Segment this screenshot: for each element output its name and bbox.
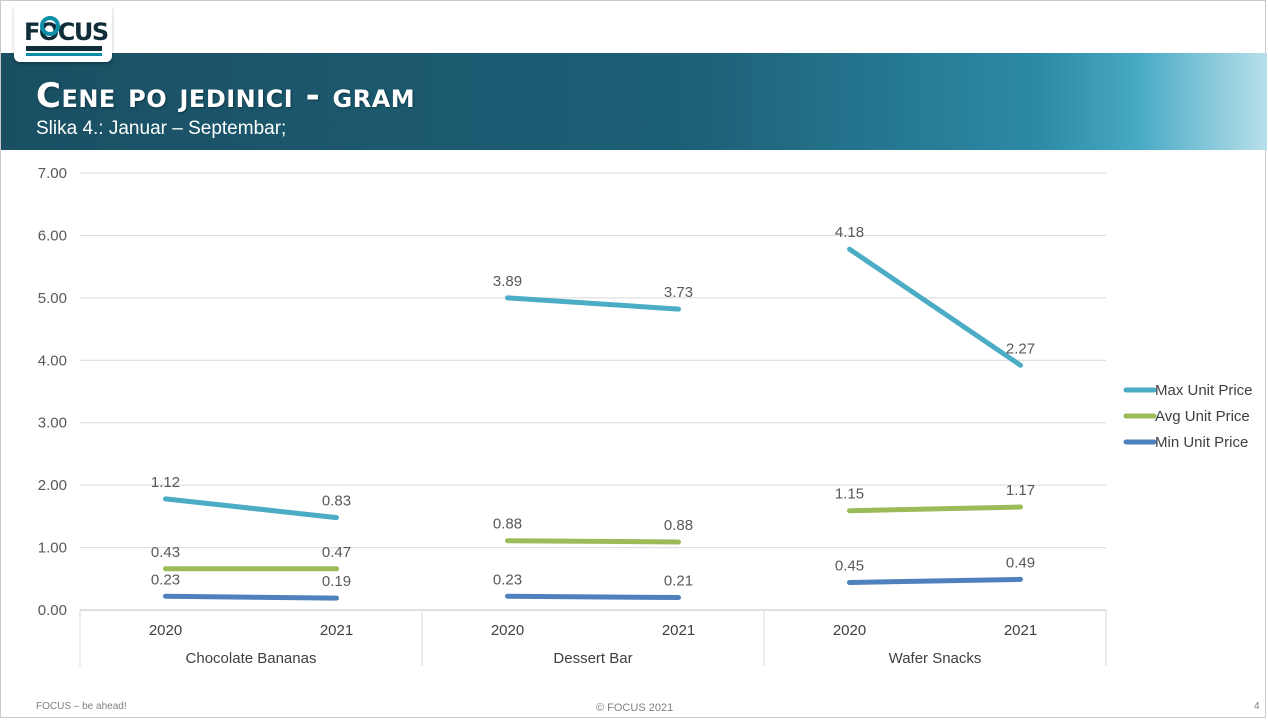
logo-magnifier-icon: [40, 16, 60, 36]
series-line-2: [505, 593, 681, 601]
x-tick-label: 2021: [1004, 622, 1037, 639]
data-label: 0.21: [664, 573, 693, 590]
x-tick-label: 2021: [320, 622, 353, 639]
data-label: 0.23: [493, 571, 522, 588]
unit-price-chart: 0.00 1.00 2.00 3.00 4.00 5.00 6.00 7.00 2020 2021…: [38, 165, 1253, 667]
series-line-1: [505, 538, 681, 545]
data-label: 3.89: [493, 273, 522, 290]
slide-subtitle: Slika 4.: Januar – Septembar;: [36, 118, 287, 139]
data-label: 2.27: [1006, 340, 1035, 357]
data-label: 4.18: [835, 224, 864, 241]
data-label: 0.45: [835, 558, 864, 575]
title-banner: [1, 53, 1267, 150]
series-line-1: [847, 504, 1023, 514]
footer-copyright: © FOCUS 2021: [596, 702, 674, 714]
data-label: 1.17: [1006, 482, 1035, 499]
x-group-label: Chocolate Bananas: [186, 650, 317, 667]
x-tick-label: 2021: [662, 622, 695, 639]
data-label: 0.88: [664, 517, 693, 534]
data-label: 0.47: [322, 544, 351, 561]
series-line-0: [163, 496, 339, 521]
legend-label: Avg Unit Price: [1155, 408, 1250, 425]
page-number: 4: [1254, 701, 1260, 712]
data-label: 0.23: [151, 571, 180, 588]
logo-wordmark: FOCUS: [24, 18, 109, 46]
data-label: 1.15: [835, 486, 864, 503]
y-tick-label: 6.00: [38, 227, 67, 244]
series-line-2: [847, 576, 1023, 586]
data-label: 0.88: [493, 516, 522, 533]
logo-underline-accent: [26, 53, 102, 56]
series-line-0: [847, 246, 1023, 368]
data-label: 1.12: [151, 474, 180, 491]
data-label: 0.49: [1006, 554, 1035, 571]
y-tick-label: 2.00: [38, 477, 67, 494]
y-tick-label: 3.00: [38, 415, 67, 432]
focus-logo: FOCUS: [14, 6, 112, 62]
x-tick-label: 2020: [491, 622, 524, 639]
legend-label: Min Unit Price: [1155, 434, 1248, 451]
y-tick-label: 0.00: [38, 602, 67, 619]
series-line-0: [505, 295, 681, 312]
data-label: 0.83: [322, 493, 351, 510]
x-group-label: Wafer Snacks: [889, 650, 982, 667]
x-tick-label: 2020: [149, 622, 182, 639]
x-tick-label: 2020: [833, 622, 866, 639]
y-tick-label: 4.00: [38, 352, 67, 369]
data-label: 0.43: [151, 544, 180, 561]
y-tick-label: 7.00: [38, 165, 67, 182]
logo-underline: [26, 46, 102, 51]
y-tick-label: 5.00: [38, 290, 67, 307]
x-group-label: Dessert Bar: [553, 650, 632, 667]
y-tick-label: 1.00: [38, 540, 67, 557]
series-line-2: [163, 593, 339, 601]
slide-title: Cene po jedinici - gram: [36, 76, 416, 116]
data-label: 3.73: [664, 284, 693, 301]
legend-label: Max Unit Price: [1155, 382, 1253, 399]
data-label: 0.19: [322, 573, 351, 590]
footer-tagline: FOCUS – be ahead!: [36, 701, 127, 712]
